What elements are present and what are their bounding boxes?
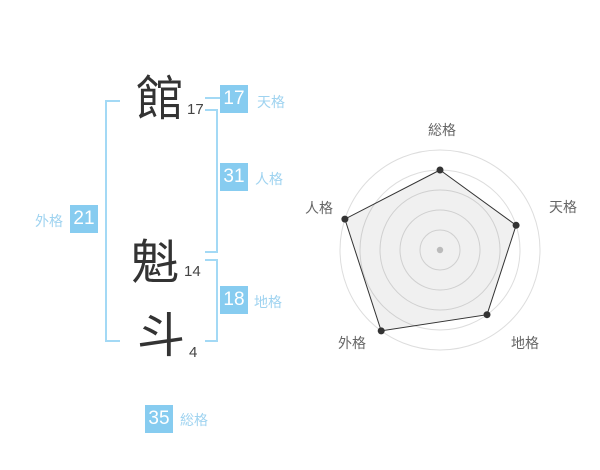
jinkaku-label: 人格 [255, 171, 283, 187]
radar-axis-label-jinkaku: 人格 [305, 200, 333, 216]
radar-axis-label-tenkaku: 天格 [549, 199, 577, 215]
radar-chart-svg [339, 149, 541, 351]
tenkaku-label: 天格 [257, 94, 285, 110]
jinkaku-bracket [205, 109, 218, 253]
stroke-count-given-2: 4 [189, 344, 198, 361]
jinkaku-value-badge: 31 [220, 163, 248, 191]
chikaku-bracket [205, 259, 218, 342]
tenkaku-tick [205, 97, 220, 99]
gaikaku-bracket [105, 100, 120, 342]
stroke-count-surname: 17 [187, 101, 204, 118]
kanji-character-given-2: 斗 [137, 310, 186, 363]
stroke-count-given-1: 14 [184, 263, 201, 280]
chikaku-label: 地格 [254, 294, 282, 310]
tenkaku-value-badge: 17 [220, 85, 248, 113]
gaikaku-label: 外格 [35, 213, 63, 229]
radar-chart: 総格 天格 地格 外格 人格 [305, 120, 577, 380]
radar-axis-label-chikaku: 地格 [511, 335, 539, 351]
gaikaku-value-badge: 21 [70, 205, 98, 233]
radar-axis-label-gaikaku: 外格 [338, 335, 366, 351]
kanji-character-surname: 館 [136, 73, 185, 126]
soukaku-label: 総格 [180, 412, 208, 428]
radar-axis-label-soukaku: 総格 [428, 122, 456, 138]
chikaku-value-badge: 18 [220, 286, 248, 314]
kanji-character-given-1: 魁 [131, 237, 180, 290]
soukaku-value-badge: 35 [145, 405, 173, 433]
